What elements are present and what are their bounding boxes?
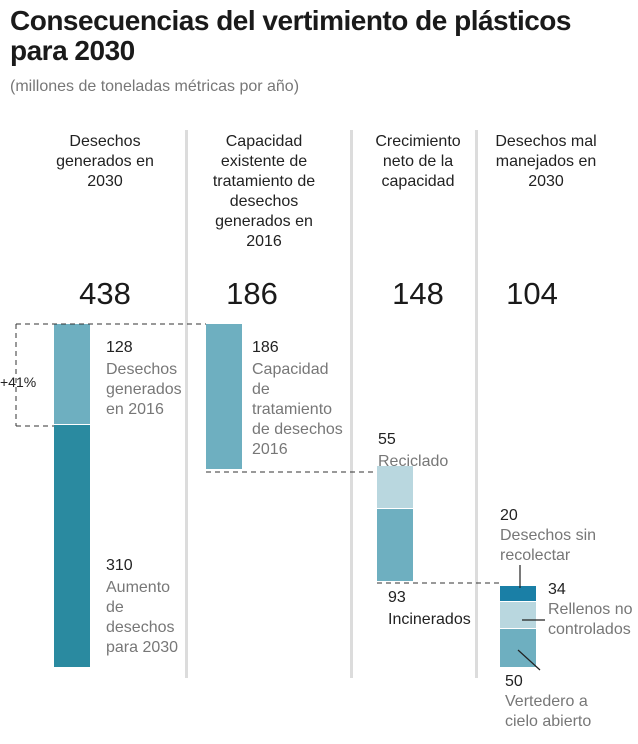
column-total-4: 104 (506, 276, 558, 311)
segment-label-2016: Desechos generados en 2016 (106, 361, 182, 418)
value-label-55: 55 (378, 431, 396, 448)
column-divider-2 (350, 130, 353, 678)
column-divider-1 (185, 130, 188, 678)
column-total-1: 438 (79, 276, 131, 311)
column-divider-3 (475, 130, 478, 678)
column-total-3: 148 (392, 276, 444, 311)
value-label-50: 50 (505, 673, 523, 690)
bar-sin-recolectar (500, 586, 536, 603)
bar-incinerados (377, 509, 413, 583)
chart-subtitle: (millones de toneladas métricas por año) (10, 78, 300, 95)
leader-vertedero (517, 649, 541, 671)
value-label-34: 34 (548, 581, 566, 598)
column-total-2: 186 (226, 276, 278, 311)
bar-reciclado (377, 466, 413, 510)
segment-label-sin-recolectar: Desechos sin recolectar (500, 527, 597, 564)
growth-percent-label: +41% (0, 374, 37, 390)
segment-label-aumento: Aumento de desechos para 2030 (106, 579, 179, 656)
column-heading-1: Desechos generados en 2030 (56, 133, 154, 190)
bar-aumento-2030 (54, 424, 90, 668)
value-label-93: 93 (388, 589, 406, 606)
value-label-186: 186 (252, 339, 279, 356)
value-label-20: 20 (500, 507, 518, 524)
bar-desechos-2016 (54, 324, 90, 425)
column-heading-4: Desechos mal manejados en 2030 (495, 133, 597, 190)
segment-label-capacidad: Capacidad de tratamiento de desechos 201… (252, 361, 343, 458)
segment-label-rellenos: Rellenos no controlados (548, 601, 633, 638)
segment-label-vertedero: Vertedero a cielo abierto (505, 693, 592, 730)
column-heading-2: Capacidad existente de tratamiento de de… (212, 133, 316, 250)
bar-capacidad-2016 (206, 324, 242, 471)
value-label-128: 128 (106, 339, 133, 356)
bar-rellenos (500, 602, 536, 629)
value-label-310: 310 (106, 557, 133, 574)
chart-title: Consecuencias del vertimiento de plástic… (10, 5, 571, 66)
segment-label-incinerados: Incinerados (388, 611, 471, 628)
segment-label-reciclado: Reciclado (378, 453, 449, 470)
column-heading-3: Crecimiento neto de la capacidad (375, 133, 461, 190)
